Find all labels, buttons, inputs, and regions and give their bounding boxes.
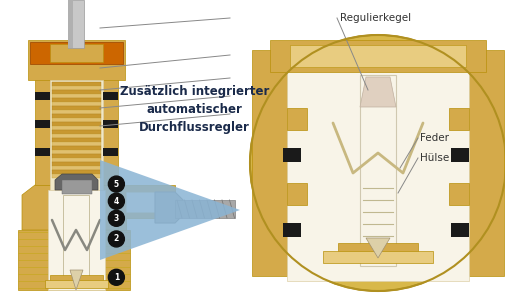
Bar	[52, 86, 101, 90]
Bar	[52, 82, 101, 86]
Polygon shape	[35, 60, 118, 185]
Circle shape	[108, 231, 124, 247]
Polygon shape	[359, 77, 395, 107]
Bar	[286, 108, 307, 130]
Bar	[35, 148, 50, 156]
Bar	[45, 280, 108, 288]
Bar	[35, 92, 50, 100]
Bar	[103, 92, 118, 100]
Bar	[52, 94, 101, 98]
Bar	[52, 126, 101, 130]
Text: Zusätzlich integrierter
automatischer
Durchflussregler: Zusätzlich integrierter automatischer Du…	[120, 85, 269, 134]
Polygon shape	[100, 160, 239, 260]
Bar	[48, 190, 105, 290]
Bar	[50, 44, 103, 62]
Bar	[52, 154, 101, 158]
Bar	[270, 40, 485, 72]
Bar	[52, 130, 101, 134]
Bar	[50, 80, 103, 190]
Bar	[289, 45, 465, 67]
Polygon shape	[28, 40, 125, 80]
Bar	[52, 114, 101, 118]
Bar	[52, 102, 101, 106]
Bar	[337, 243, 417, 255]
Polygon shape	[55, 174, 98, 190]
Bar	[52, 98, 101, 102]
Bar	[52, 110, 101, 114]
Bar	[52, 166, 101, 170]
Bar	[322, 251, 432, 263]
Circle shape	[249, 35, 505, 291]
Polygon shape	[155, 192, 183, 223]
Polygon shape	[18, 230, 130, 290]
Text: 5: 5	[114, 180, 119, 189]
Bar	[52, 118, 101, 122]
Bar	[52, 170, 101, 174]
Circle shape	[108, 176, 124, 192]
Bar	[52, 134, 101, 138]
Bar	[448, 183, 468, 205]
Polygon shape	[70, 270, 83, 290]
Bar	[468, 50, 503, 276]
Bar	[35, 120, 50, 128]
Bar	[52, 106, 101, 110]
Text: 3: 3	[114, 214, 119, 223]
Bar	[450, 223, 468, 237]
Bar	[448, 108, 468, 130]
Bar	[282, 148, 300, 162]
Text: Regulierkegel: Regulierkegel	[339, 13, 410, 23]
Bar	[52, 146, 101, 150]
Bar	[68, 0, 73, 48]
Circle shape	[108, 210, 124, 226]
Bar	[52, 142, 101, 146]
Bar	[50, 275, 103, 285]
Bar	[30, 42, 123, 64]
Circle shape	[108, 269, 124, 285]
Bar	[359, 75, 395, 266]
Bar	[103, 120, 118, 128]
Text: 1: 1	[114, 273, 119, 282]
Bar	[286, 45, 468, 281]
Bar	[63, 195, 89, 285]
Circle shape	[108, 193, 124, 209]
Bar	[103, 148, 118, 156]
Polygon shape	[22, 185, 126, 230]
Bar	[251, 50, 286, 276]
Polygon shape	[118, 185, 175, 230]
Bar	[52, 158, 101, 162]
Bar	[286, 183, 307, 205]
Bar	[52, 138, 101, 142]
Bar	[450, 148, 468, 162]
Bar	[68, 0, 84, 48]
Text: Feder: Feder	[419, 133, 448, 143]
Bar	[52, 150, 101, 154]
Text: 4: 4	[114, 197, 119, 206]
Polygon shape	[365, 238, 389, 258]
Bar	[282, 223, 300, 237]
Bar	[52, 162, 101, 166]
Bar	[52, 174, 101, 178]
Text: 2: 2	[114, 235, 119, 243]
Bar	[62, 180, 92, 194]
Bar	[175, 200, 234, 218]
Bar	[52, 122, 101, 126]
Bar	[52, 90, 101, 94]
Polygon shape	[126, 192, 168, 212]
Text: Hülse: Hülse	[419, 153, 448, 163]
